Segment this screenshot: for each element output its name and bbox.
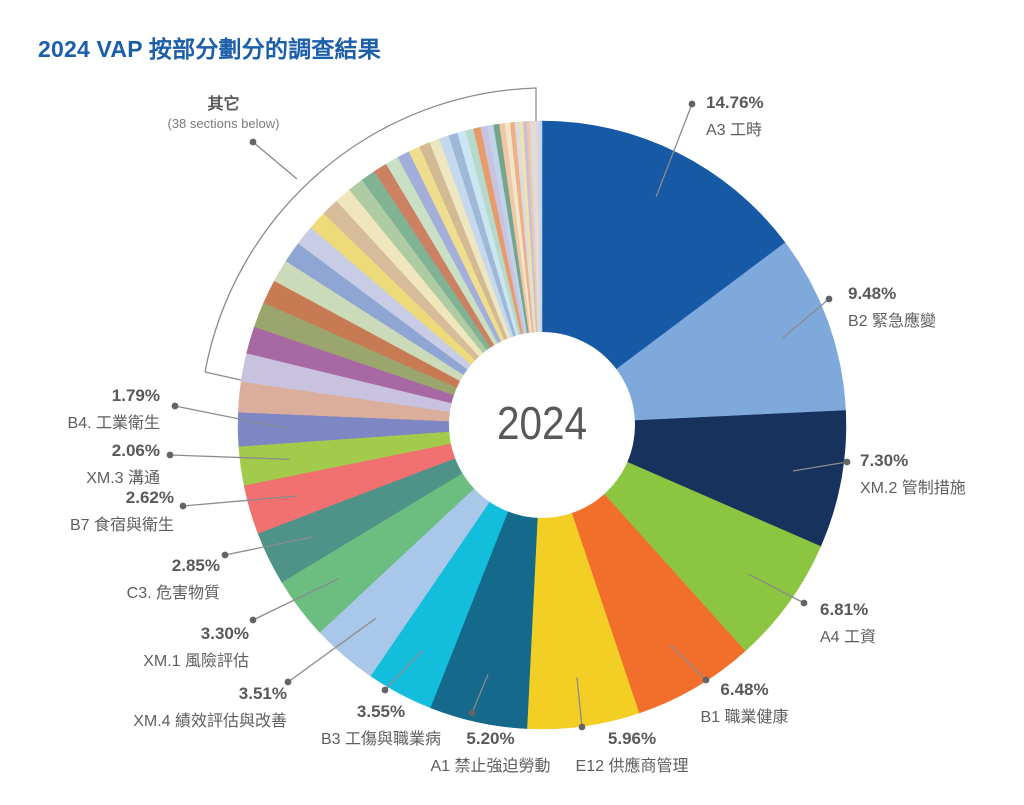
slice-name-B2: B2 緊急應變 — [848, 313, 937, 330]
slice-percent-A3: 14.76% — [706, 93, 764, 112]
other-sections-bracket — [204, 87, 537, 381]
leader-line-XM1 — [252, 578, 339, 621]
leader-dot-XM1 — [249, 616, 257, 624]
donut-hole — [449, 332, 635, 518]
slice-name-C3: C3. 危害物質 — [126, 585, 220, 602]
slice-label-C3: 2.85% C3. 危害物質 — [127, 556, 220, 604]
slice-name-E12: E12 供應商管理 — [575, 758, 689, 775]
slice-label-A1: 5.20% A1 禁止強迫勞動 — [418, 729, 563, 777]
leader-line-B3 — [384, 649, 423, 691]
leader-dot-E12 — [578, 723, 586, 731]
leader-dot-B4 — [171, 402, 179, 410]
slice-percent-B2: 9.48% — [848, 284, 897, 303]
slice-label-B3: 3.55% B3 工傷與職業病 — [306, 702, 456, 750]
leader-dot-B3 — [381, 686, 389, 694]
leader-line-XM3 — [169, 454, 290, 460]
slice-percent-B7: 2.62% — [125, 488, 174, 507]
slice-name-XM3: XM.3 溝通 — [86, 470, 160, 487]
slice-percent-B4: 1.79% — [111, 386, 160, 405]
center-year-label: 2024 — [496, 396, 588, 449]
slice-percent-A1: 5.20% — [466, 729, 515, 748]
slice-name-XM1: XM.1 風險評估 — [143, 653, 249, 670]
slice-label-XM3: 2.06% XM.3 溝通 — [86, 441, 160, 489]
other-label-note: (38 sections below) — [167, 116, 280, 131]
other-sections-label: 其它 (38 sections below) — [146, 90, 301, 131]
leader-dot-A3 — [688, 100, 696, 108]
slice-label-XM4: 3.51% XM.4 績效評估與改善 — [133, 684, 287, 732]
slice-label-A3: 14.76% A3 工時 — [706, 93, 764, 141]
slice-label-XM1: 3.30% XM.1 風險評估 — [143, 624, 249, 672]
leader-dot-XM4 — [284, 678, 292, 686]
slice-name-A4: A4 工資 — [820, 629, 877, 646]
slice-label-XM2: 7.30% XM.2 管制措施 — [860, 451, 966, 499]
leader-line-B7 — [182, 495, 298, 507]
slice-A3 — [541, 120, 786, 426]
leader-dot-B1 — [702, 676, 710, 684]
slice-percent-E12: 5.96% — [607, 729, 657, 748]
slice-name-B3: B3 工傷與職業病 — [320, 731, 442, 748]
slice-percent-XM3: 2.06% — [111, 441, 160, 460]
slice-label-B4: 1.79% B4. 工業衛生 — [68, 386, 160, 434]
leader-line-E12 — [576, 677, 583, 728]
slice-name-A3: A3 工時 — [706, 122, 763, 139]
slice-label-A4: 6.81% A4 工資 — [820, 600, 876, 648]
leader-line-C3 — [224, 536, 313, 556]
slice-name-B4: B4. 工業衛生 — [67, 415, 160, 432]
slice-percent-XM4: 3.51% — [238, 684, 287, 703]
other-leader-line — [252, 141, 298, 180]
slice-name-XM4: XM.4 績效評估與改善 — [133, 713, 287, 730]
slice-percent-XM2: 7.30% — [860, 451, 909, 470]
leader-dot-XM2 — [843, 458, 851, 466]
leader-dot-A1 — [468, 709, 476, 717]
slice-label-B1: 6.48% B1 職業健康 — [682, 680, 807, 728]
slice-percent-A4: 6.81% — [820, 600, 869, 619]
leader-line-A1 — [471, 673, 489, 714]
leader-line-A3 — [655, 103, 693, 198]
slice-label-E12: 5.96% E12 供應商管理 — [562, 729, 702, 777]
leader-dot-B2 — [825, 295, 833, 303]
leader-line-XM4 — [287, 617, 377, 683]
slice-name-B7: B7 食宿與衛生 — [69, 517, 174, 534]
leader-dot-XM3 — [166, 451, 174, 459]
leader-line-XM2 — [792, 461, 848, 472]
slice-label-B7: 2.62% B7 食宿與衛生 — [70, 488, 174, 536]
slice-percent-C3: 2.85% — [171, 556, 220, 575]
page-title: 2024 VAP 按部分劃分的調查結果 — [38, 36, 381, 62]
slice-percent-B1: 6.48% — [720, 680, 769, 699]
leader-dot-B7 — [179, 502, 187, 510]
leader-dot-C3 — [221, 551, 229, 559]
slice-percent-B3: 3.55% — [356, 702, 406, 721]
leader-line-B2 — [781, 298, 830, 340]
leader-line-A4 — [748, 573, 805, 604]
slice-name-XM2: XM.2 管制措施 — [860, 480, 966, 497]
other-label-title: 其它 — [207, 96, 240, 113]
leader-line-B4 — [174, 405, 288, 430]
slice-percent-XM1: 3.30% — [200, 624, 249, 643]
leader-dot-A4 — [800, 599, 808, 607]
slice-name-B1: B1 職業健康 — [700, 709, 789, 726]
slice-name-A1: A1 禁止強迫勞動 — [430, 758, 551, 775]
leader-line-B1 — [670, 644, 707, 681]
other-leader-dot — [249, 138, 257, 146]
slice-label-B2: 9.48% B2 緊急應變 — [848, 284, 936, 332]
